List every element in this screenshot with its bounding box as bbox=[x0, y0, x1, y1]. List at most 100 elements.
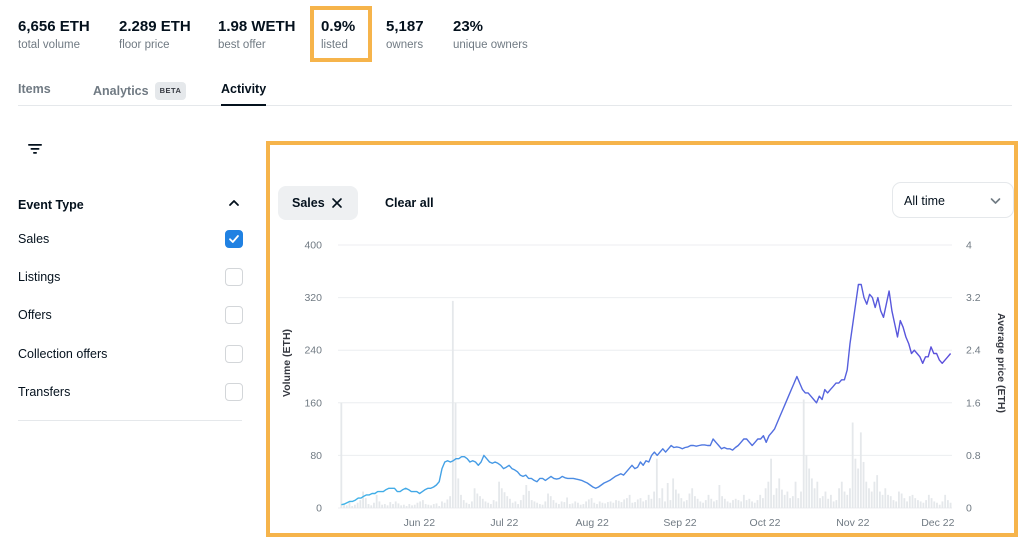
tab-analytics[interactable]: Analytics BETA bbox=[93, 82, 187, 106]
sales-filter-chip[interactable]: Sales bbox=[278, 186, 358, 220]
tab-items[interactable]: Items bbox=[18, 82, 51, 106]
volume-bar bbox=[658, 498, 661, 508]
filter-option-sales[interactable]: Sales bbox=[18, 230, 243, 250]
volume-bar bbox=[470, 501, 473, 508]
volume-bar bbox=[402, 504, 405, 508]
volume-bar bbox=[362, 491, 364, 508]
stat-unique-owners[interactable]: 23% unique owners bbox=[453, 18, 528, 52]
beta-badge: BETA bbox=[154, 82, 187, 100]
volume-bar bbox=[538, 504, 541, 508]
volume-bar bbox=[579, 504, 582, 508]
stat-label: unique owners bbox=[453, 39, 528, 51]
volume-bar bbox=[354, 504, 356, 508]
volume-bar bbox=[898, 491, 900, 508]
y-tick-right: 2.4 bbox=[966, 345, 981, 357]
x-tick-label: Oct 22 bbox=[750, 517, 781, 529]
volume-bar bbox=[631, 502, 634, 508]
volume-bar bbox=[906, 501, 908, 508]
tab-activity[interactable]: Activity bbox=[221, 82, 267, 106]
filter-option-label: Sales bbox=[18, 232, 50, 246]
filter-option-label: Offers bbox=[18, 308, 52, 322]
chevron-up-icon bbox=[229, 200, 239, 206]
volume-bar bbox=[729, 502, 732, 508]
filter-option-collection-offers[interactable]: Collection offers bbox=[18, 345, 243, 365]
volume-bar bbox=[696, 498, 699, 508]
volume-bar bbox=[530, 500, 533, 508]
filter-icon[interactable] bbox=[27, 141, 43, 157]
volume-bar bbox=[838, 488, 840, 508]
volume-bar bbox=[587, 499, 590, 508]
filter-option-listings[interactable]: Listings bbox=[18, 268, 243, 288]
volume-bar bbox=[411, 505, 413, 508]
volume-bar bbox=[919, 501, 922, 508]
volume-bar bbox=[367, 504, 370, 508]
volume-bar bbox=[490, 504, 492, 508]
y-tick-right: 3.2 bbox=[966, 292, 981, 304]
volume-bar bbox=[653, 491, 656, 508]
volume-bar bbox=[783, 494, 786, 508]
volume-bar bbox=[647, 494, 650, 508]
close-icon[interactable] bbox=[331, 197, 343, 209]
volume-bar bbox=[351, 506, 354, 508]
stat-total-volume[interactable]: 6,656 ETH total volume bbox=[18, 18, 90, 52]
volume-bar bbox=[789, 498, 792, 508]
volume-bar bbox=[642, 501, 645, 508]
volume-bar bbox=[568, 504, 571, 508]
y-tick-right: 0 bbox=[966, 503, 972, 515]
volume-bar bbox=[691, 488, 694, 508]
volume-bar bbox=[549, 496, 552, 508]
volume-bar bbox=[626, 498, 628, 508]
volume-bar bbox=[713, 501, 715, 508]
volume-bar bbox=[473, 488, 476, 508]
time-range-select[interactable]: All time bbox=[892, 182, 1014, 218]
filter-option-label: Listings bbox=[18, 270, 61, 284]
x-tick-label: Jun 22 bbox=[404, 517, 436, 529]
volume-bar bbox=[650, 498, 653, 508]
volume-bar bbox=[868, 488, 870, 508]
volume-bar bbox=[422, 500, 424, 508]
volume-bar bbox=[865, 481, 868, 508]
sales-chart[interactable]: 0 0 80 0.8 160 1.6 240 2.4 320 3.2 400 4 Jun 22 Jul 2… bbox=[270, 145, 1014, 533]
volume-bar bbox=[359, 500, 362, 508]
offers-checkbox[interactable] bbox=[225, 306, 243, 324]
volume-bar bbox=[609, 501, 612, 508]
volume-bar bbox=[946, 500, 949, 508]
volume-bar bbox=[460, 494, 462, 508]
volume-bar bbox=[767, 481, 770, 508]
volume-bar bbox=[751, 501, 753, 508]
collection-offers-checkbox[interactable] bbox=[225, 345, 243, 363]
volume-bar bbox=[900, 493, 903, 508]
sales-checkbox[interactable] bbox=[225, 230, 243, 248]
volume-bar bbox=[432, 504, 435, 508]
stat-owners[interactable]: 5,187 owners bbox=[386, 18, 424, 52]
transfers-checkbox[interactable] bbox=[225, 383, 243, 401]
volume-bar bbox=[726, 501, 729, 508]
volume-bar bbox=[604, 503, 607, 508]
stat-listed[interactable]: 0.9% listed bbox=[309, 6, 373, 62]
clear-all-button[interactable]: Clear all bbox=[385, 196, 434, 210]
volume-bar bbox=[343, 504, 345, 508]
volume-bar bbox=[345, 505, 348, 508]
volume-bar bbox=[830, 494, 832, 508]
volume-bar bbox=[846, 494, 849, 508]
event-type-header[interactable]: Event Type bbox=[18, 196, 242, 212]
average-price-line bbox=[341, 283, 952, 506]
stat-floor-price[interactable]: 2.289 ETH floor price bbox=[119, 18, 191, 52]
volume-bar bbox=[620, 502, 623, 508]
x-tick-label: Sep 22 bbox=[663, 517, 696, 529]
filter-option-label: Collection offers bbox=[18, 347, 108, 361]
stat-best-offer[interactable]: 1.98 WETH best offer bbox=[218, 18, 296, 52]
volume-bar bbox=[476, 493, 479, 508]
volume-bar bbox=[413, 504, 416, 508]
volume-bar bbox=[677, 493, 680, 508]
volume-bar bbox=[704, 500, 707, 508]
filter-option-transfers[interactable]: Transfers bbox=[18, 383, 243, 403]
volume-bar bbox=[544, 501, 547, 508]
volume-bar bbox=[364, 498, 367, 508]
filter-option-offers[interactable]: Offers bbox=[18, 306, 243, 326]
listings-checkbox[interactable] bbox=[225, 268, 243, 286]
volume-bar bbox=[481, 498, 484, 508]
volume-bar bbox=[876, 475, 879, 508]
volume-bar bbox=[857, 468, 860, 508]
volume-bar bbox=[813, 488, 816, 508]
